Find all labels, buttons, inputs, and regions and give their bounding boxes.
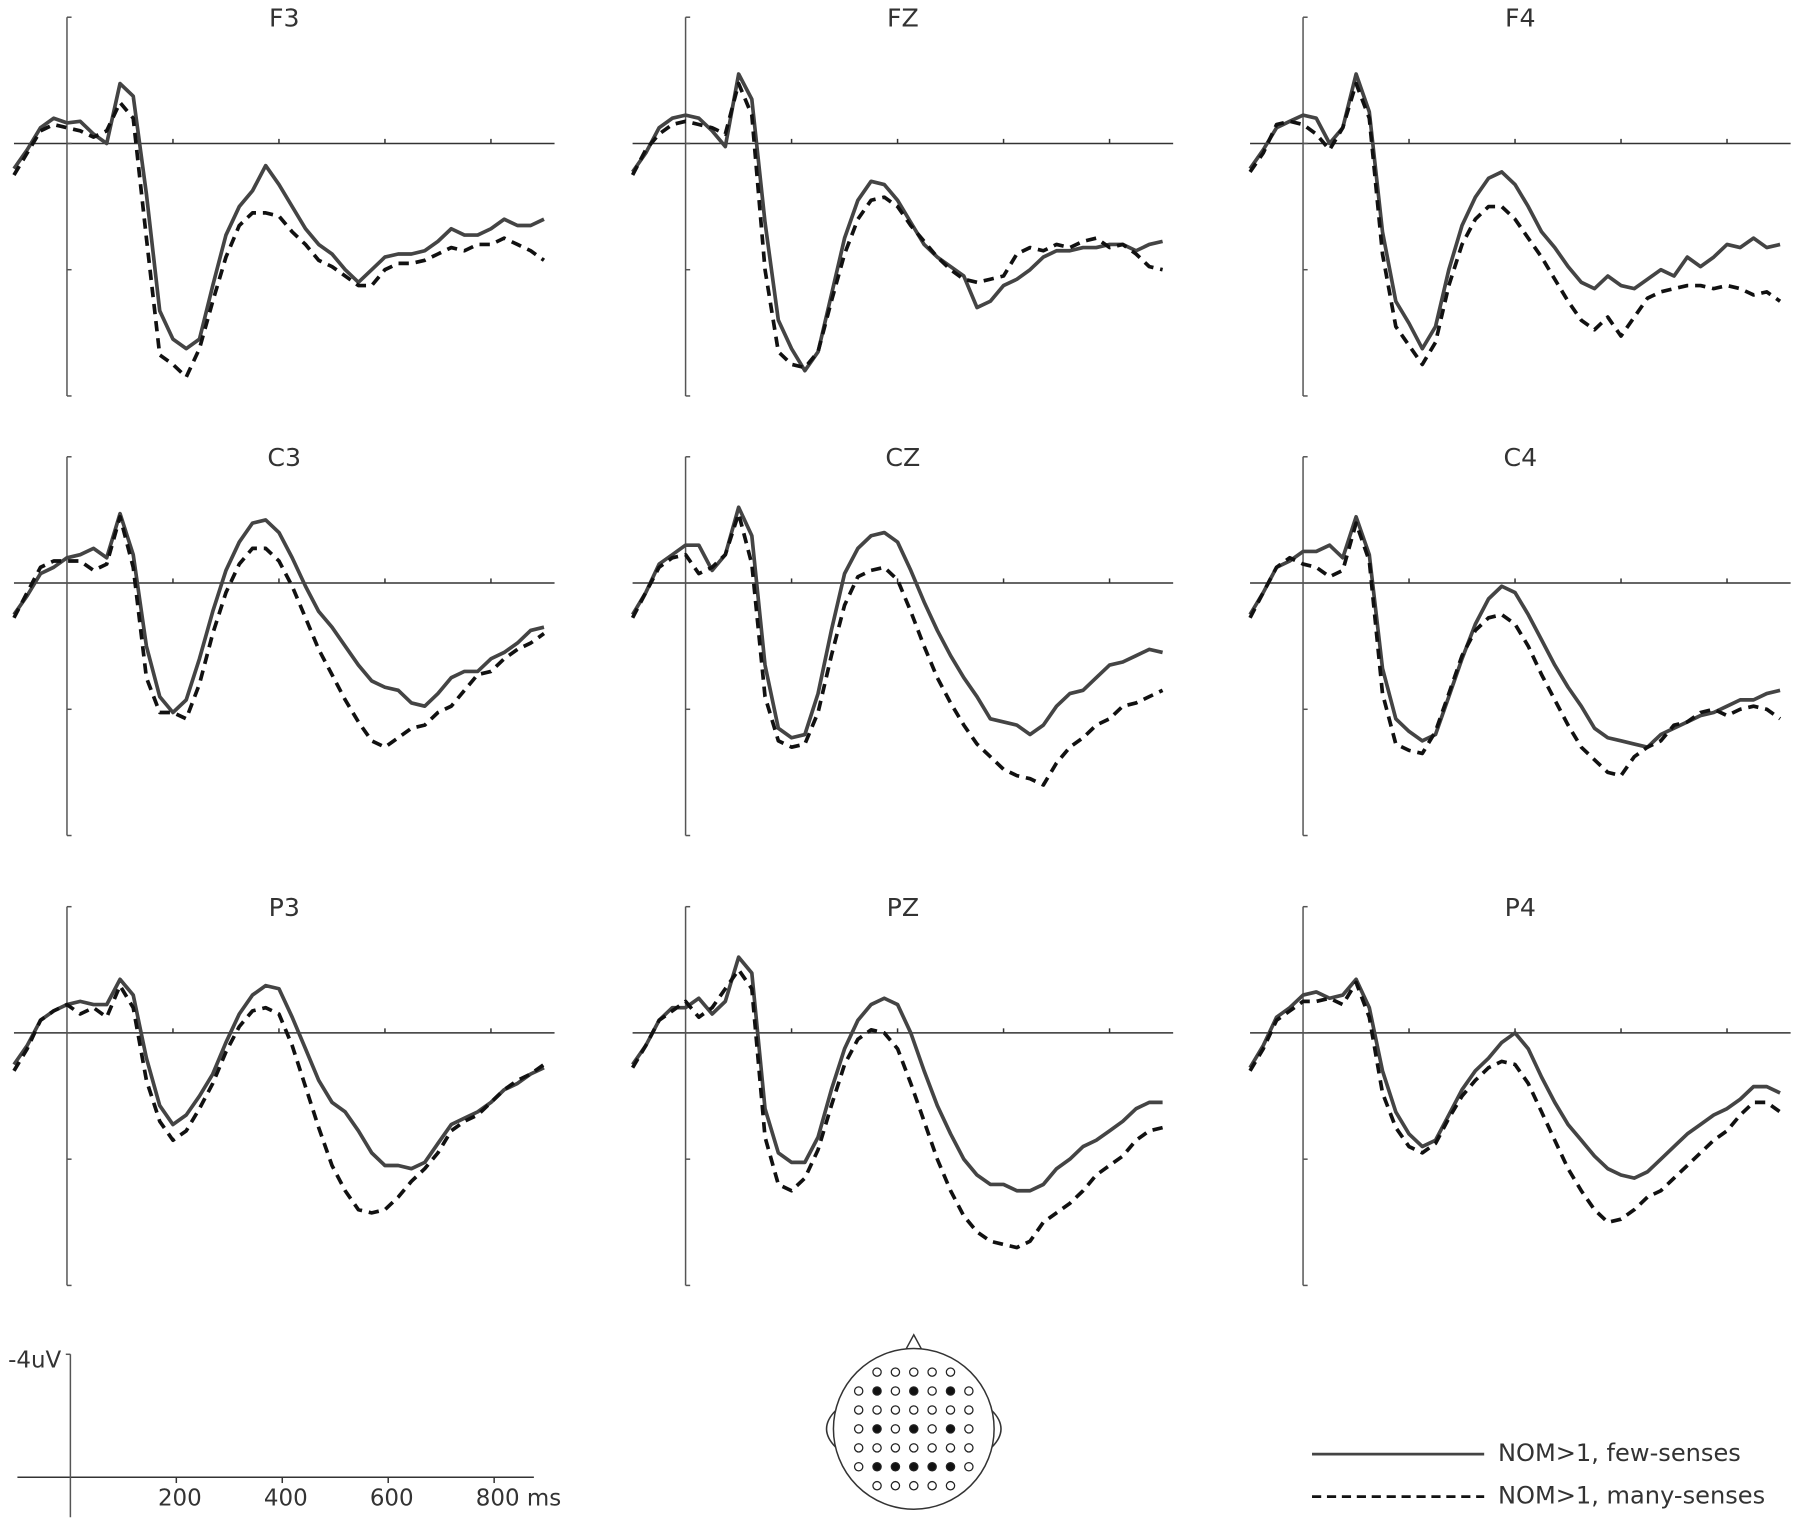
head-ear (991, 1409, 1002, 1448)
panel: F4 (1248, 4, 1791, 397)
panel: FZ (630, 4, 1174, 397)
electrode (890, 1461, 901, 1472)
erp-wave (630, 511, 1164, 787)
electrode (909, 1443, 919, 1453)
erp-wave (1248, 980, 1782, 1225)
panel: F3 (12, 4, 555, 397)
panel-title: PZ (887, 893, 920, 922)
electrode (853, 1405, 864, 1415)
electrode (964, 1405, 974, 1415)
panel: C4 (1248, 443, 1791, 837)
electrode (945, 1443, 956, 1453)
electrode (909, 1461, 919, 1472)
erp-wave (1248, 81, 1782, 367)
electrode (853, 1461, 864, 1472)
erp-wave (12, 983, 546, 1215)
legend-label: NOM>1, few-senses (1498, 1439, 1741, 1467)
electrode (890, 1480, 901, 1491)
electrode (890, 1424, 901, 1434)
erp-wave (1248, 977, 1781, 1180)
electrode (890, 1367, 901, 1377)
electrode (927, 1443, 937, 1453)
panel-title: F4 (1505, 4, 1536, 33)
panel: P4 (1248, 893, 1791, 1287)
electrode (872, 1405, 882, 1415)
electrode (964, 1461, 974, 1472)
electrode (853, 1386, 864, 1396)
electrode (890, 1386, 901, 1396)
electrode (909, 1480, 919, 1491)
electrode (927, 1480, 937, 1491)
electrode (872, 1461, 882, 1472)
erp-wave (12, 100, 546, 379)
electrode (853, 1424, 864, 1434)
electrode (927, 1424, 937, 1434)
electrode (945, 1461, 956, 1472)
electrode (964, 1386, 974, 1396)
electrode-map (825, 1333, 1002, 1510)
electrode (890, 1443, 901, 1453)
erp-wave (631, 955, 1163, 1193)
panel-title: C3 (267, 443, 301, 472)
electrode (945, 1367, 956, 1377)
panel-title: F3 (269, 4, 300, 33)
scale-x-label: 400 (264, 1486, 308, 1512)
erp-wave (1248, 521, 1782, 778)
scale-y-label: -4uV (8, 1348, 61, 1374)
head-ear (825, 1409, 837, 1448)
electrode (872, 1424, 882, 1434)
electrode (909, 1405, 919, 1415)
panel: CZ (630, 443, 1174, 837)
erp-wave (12, 511, 545, 715)
legend-label: NOM>1, many-senses (1498, 1482, 1765, 1510)
scale-x-label: 800 ms (476, 1486, 561, 1512)
electrode (964, 1443, 974, 1453)
head-nose (905, 1333, 923, 1351)
electrode (890, 1405, 901, 1415)
electrode (872, 1386, 882, 1396)
electrode (927, 1461, 937, 1472)
scale-axes: 200 400 600 800 ms -4uV (8, 1348, 561, 1518)
erp-wave (12, 514, 546, 749)
electrode (927, 1405, 937, 1415)
erp-wave (1248, 72, 1781, 351)
electrode (945, 1480, 956, 1491)
erp-wave (631, 967, 1164, 1250)
erp-wave (12, 81, 545, 351)
electrode (909, 1386, 919, 1396)
panel: P3 (12, 893, 555, 1287)
electrode (927, 1367, 937, 1377)
electrode (872, 1367, 882, 1377)
electrode (909, 1367, 919, 1377)
erp-wave (12, 977, 545, 1171)
electrode (964, 1424, 974, 1434)
erp-wave (631, 72, 1164, 373)
scale-x-label: 600 (370, 1486, 414, 1512)
panel-title: FZ (887, 4, 919, 33)
erp-wave (630, 81, 1164, 370)
electrode (872, 1480, 882, 1491)
electrode (909, 1424, 919, 1434)
panel-title: P3 (269, 893, 300, 922)
panel: PZ (631, 893, 1174, 1287)
electrode (853, 1443, 864, 1453)
scale-x-label: 200 (158, 1486, 202, 1512)
electrode (927, 1386, 937, 1396)
erp-wave (631, 505, 1164, 740)
panel-title: CZ (885, 443, 920, 472)
electrode (945, 1424, 956, 1434)
electrode (945, 1405, 956, 1415)
panel: C3 (12, 443, 555, 837)
panel-title: P4 (1505, 893, 1536, 922)
panel-title: C4 (1503, 443, 1537, 472)
electrode (945, 1386, 956, 1396)
electrode (872, 1443, 882, 1453)
